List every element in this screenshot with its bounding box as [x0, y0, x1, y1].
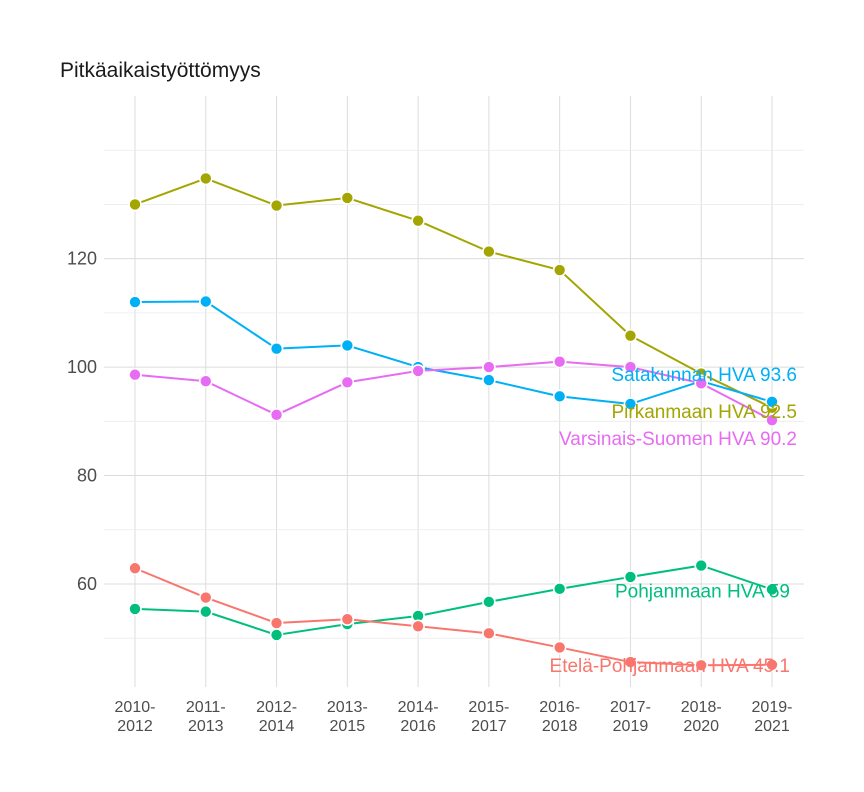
data-point	[269, 198, 284, 213]
series-end-label: Pohjanmaan HVA 59	[615, 581, 790, 602]
x-tick-label: 2018-2020	[681, 699, 722, 735]
data-point	[340, 612, 355, 627]
data-point	[128, 602, 142, 616]
series-end-labels: Pirkanmaan HVA 92.5 Satakunnan HVA 93.6 Va…	[550, 365, 797, 677]
data-point	[552, 389, 567, 404]
data-point	[694, 558, 709, 573]
data-point	[411, 619, 425, 634]
series-line	[134, 567, 773, 667]
data-point	[623, 360, 638, 374]
data-point	[552, 354, 567, 369]
data-point	[482, 244, 496, 259]
y-tick-label: 100	[67, 357, 97, 377]
data-point	[128, 197, 142, 212]
x-tick-label: 2019-2021	[752, 699, 793, 735]
data-point	[765, 582, 779, 597]
data-point	[128, 561, 142, 576]
y-tick-label: 80	[77, 466, 97, 486]
data-point	[552, 263, 567, 277]
data-point	[623, 397, 638, 411]
data-point	[340, 191, 355, 205]
data-point	[411, 364, 425, 378]
data-point	[198, 171, 213, 186]
x-tick-label: 2015-2017	[468, 699, 509, 735]
data-point	[482, 373, 496, 387]
data-point	[198, 294, 213, 309]
data-point	[623, 570, 638, 584]
data-point	[340, 338, 355, 353]
data-point	[482, 360, 496, 374]
y-axis-ticks: 60 80 100 120	[67, 249, 97, 594]
data-point	[694, 658, 709, 673]
series-line	[134, 177, 773, 409]
x-tick-label: 2014-2016	[398, 699, 439, 735]
series-end-label: Satakunnan HVA 93.6	[611, 365, 797, 386]
data-point	[269, 408, 284, 422]
chart-title: Pitkäaikaistyöttömyys	[60, 59, 261, 82]
x-tick-label: 2016-2018	[539, 699, 580, 735]
data-point	[765, 413, 779, 428]
data-point	[128, 367, 142, 382]
series-points	[128, 171, 779, 673]
x-tick-label: 2017-2019	[610, 699, 651, 735]
series-end-label: Pirkanmaan HVA 92.5	[611, 402, 797, 423]
data-point	[552, 582, 567, 596]
series-line	[134, 360, 773, 422]
x-tick-label: 2010-2012	[115, 699, 156, 735]
data-point	[623, 328, 638, 343]
data-point	[411, 213, 425, 228]
data-point	[198, 590, 213, 605]
series-end-label: Varsinais-Suomen HVA 90.2	[559, 429, 797, 450]
x-tick-label: 2011-2013	[186, 699, 226, 735]
data-point	[269, 616, 284, 630]
data-point	[765, 657, 779, 672]
data-point	[269, 341, 284, 356]
data-point	[694, 376, 709, 391]
data-point	[482, 595, 496, 609]
data-point	[552, 640, 567, 655]
data-point	[128, 295, 142, 309]
y-tick-label: 60	[77, 574, 97, 594]
data-point	[482, 626, 496, 641]
data-point	[340, 375, 355, 390]
series-end-label: Etelä-Pohjanmaan HVA 45.1	[550, 656, 790, 677]
y-tick-label: 120	[67, 249, 97, 269]
x-tick-label: 2013-2015	[327, 699, 368, 735]
x-tick-label: 2012-2014	[256, 699, 297, 735]
series-line	[134, 564, 773, 636]
series-line	[134, 300, 773, 405]
data-point	[765, 395, 779, 409]
x-axis-ticks: 2010-2012 2011-2013 2012-2014 2013-2015 2014…	[115, 699, 793, 735]
grid	[104, 96, 804, 687]
data-point	[623, 655, 638, 669]
series-lines	[134, 177, 773, 667]
data-point	[269, 628, 284, 642]
data-point	[198, 374, 213, 388]
data-point	[198, 604, 213, 619]
